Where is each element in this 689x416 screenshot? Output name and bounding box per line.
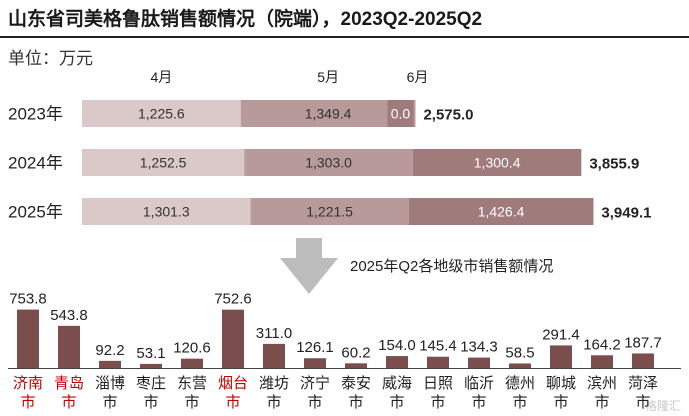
bar-value-label: 1,349.4 <box>305 106 352 122</box>
city-label: 淄博 <box>95 375 125 392</box>
bar-segment <box>240 100 416 127</box>
city-label: 临沂 <box>464 375 494 392</box>
down-arrow-icon <box>280 238 338 294</box>
subchart-title: 2025年Q2各地级市销售额情况 <box>350 258 553 275</box>
bar-value-label: 1,303.0 <box>305 155 352 171</box>
legend-label: 5月 <box>317 69 339 85</box>
city-label: 德州 <box>505 374 535 392</box>
city-value-label: 126.1 <box>296 339 334 356</box>
bar-segment-marker <box>387 100 414 127</box>
city-label-suffix: 市 <box>430 394 445 411</box>
year-label: 2025年 <box>8 203 63 222</box>
city-bar <box>263 343 285 368</box>
city-value-label: 311.0 <box>256 325 292 342</box>
city-value-label: 187.7 <box>624 334 662 351</box>
city-bar <box>427 356 449 368</box>
city-bar <box>99 360 121 368</box>
page-title: 山东省司美格鲁肽销售额情况（院端），2023Q2-2025Q2 <box>8 9 483 30</box>
city-label-suffix: 市 <box>184 394 199 411</box>
city-value-label: 92.2 <box>95 342 124 359</box>
bar-value-label: 1,300.4 <box>474 155 521 171</box>
city-bar <box>632 353 654 368</box>
bar-value-label: 1,426.4 <box>478 204 525 220</box>
bar-total-label: 3,855.9 <box>589 156 639 173</box>
city-bar <box>17 309 39 368</box>
city-label: 东营 <box>177 375 207 392</box>
city-bar <box>468 357 490 368</box>
city-value-label: 753.8 <box>9 291 47 308</box>
bar-segment <box>408 198 594 225</box>
city-bar <box>550 345 572 368</box>
city-bar <box>181 358 203 368</box>
city-label-suffix: 市 <box>143 394 158 411</box>
year-label: 2024年 <box>8 154 63 173</box>
bar-value-label: 1,252.5 <box>140 155 187 171</box>
city-label: 滨州 <box>587 375 617 392</box>
city-value-label: 752.6 <box>214 291 252 308</box>
city-value-label: 154.0 <box>378 337 416 354</box>
city-bar <box>386 356 408 368</box>
city-label-suffix: 市 <box>512 394 527 411</box>
city-value-label: 164.2 <box>583 336 621 353</box>
city-value-label: 291.4 <box>542 326 580 343</box>
city-label-suffix: 市 <box>389 394 404 411</box>
city-value-label: 53.1 <box>136 345 165 362</box>
bar-total-label: 3,949.1 <box>601 205 651 222</box>
bar-value-label: 1,221.5 <box>306 204 353 220</box>
city-value-label: 120.6 <box>173 340 211 357</box>
city-label: 济南 <box>13 375 43 392</box>
legend-label: 4月 <box>150 69 172 85</box>
bar-segment <box>82 198 251 225</box>
city-label: 烟台 <box>218 375 248 392</box>
city-value-label: 58.5 <box>505 344 534 361</box>
city-label-suffix: 市 <box>471 394 486 411</box>
city-bar <box>140 363 162 368</box>
bar-value-label: 1,301.3 <box>143 204 190 220</box>
watermark: 格隆汇 <box>644 399 681 413</box>
city-label-suffix: 市 <box>102 394 117 411</box>
city-label-suffix: 市 <box>307 394 322 411</box>
bar-value-label: 0.0 <box>391 106 411 122</box>
city-bar <box>222 309 244 368</box>
city-label: 泰安 <box>341 375 371 392</box>
bar-segment <box>244 149 413 176</box>
bar-segment <box>82 149 245 176</box>
city-value-label: 543.8 <box>50 307 88 324</box>
city-label-suffix: 市 <box>225 394 240 411</box>
city-label: 济宁 <box>300 375 330 392</box>
city-bar <box>591 355 613 368</box>
city-label-suffix: 市 <box>594 394 609 411</box>
year-label: 2023年 <box>8 105 63 124</box>
unit-label: 单位：万元 <box>8 49 93 68</box>
city-label-suffix: 市 <box>266 394 281 411</box>
city-bar <box>345 363 367 368</box>
city-label: 枣庄 <box>136 374 166 392</box>
city-value-label: 60.2 <box>341 344 370 361</box>
city-value-label: 145.4 <box>419 338 457 355</box>
title-divider <box>0 36 689 38</box>
city-label-suffix: 市 <box>348 394 363 411</box>
city-label: 威海 <box>382 375 412 392</box>
city-label: 潍坊 <box>259 375 289 392</box>
city-value-label: 134.3 <box>460 339 498 356</box>
city-label-suffix: 市 <box>635 394 650 411</box>
bar-value-label: 1,225.6 <box>138 106 185 122</box>
city-bar <box>304 358 326 368</box>
city-label: 日照 <box>423 375 453 392</box>
bar-segment <box>250 198 409 225</box>
city-bar <box>509 363 531 368</box>
city-label-suffix: 市 <box>20 394 35 411</box>
bar-segment <box>82 100 241 127</box>
city-label-suffix: 市 <box>553 394 568 411</box>
city-label: 菏泽 <box>628 375 658 392</box>
city-label-suffix: 市 <box>61 394 76 411</box>
city-label: 青岛 <box>54 375 84 392</box>
bar-total-label: 2,575.0 <box>423 107 473 124</box>
city-bar <box>58 325 80 368</box>
bar-segment <box>412 149 582 176</box>
legend-label: 6月 <box>407 69 429 85</box>
city-label: 聊城 <box>546 375 576 392</box>
